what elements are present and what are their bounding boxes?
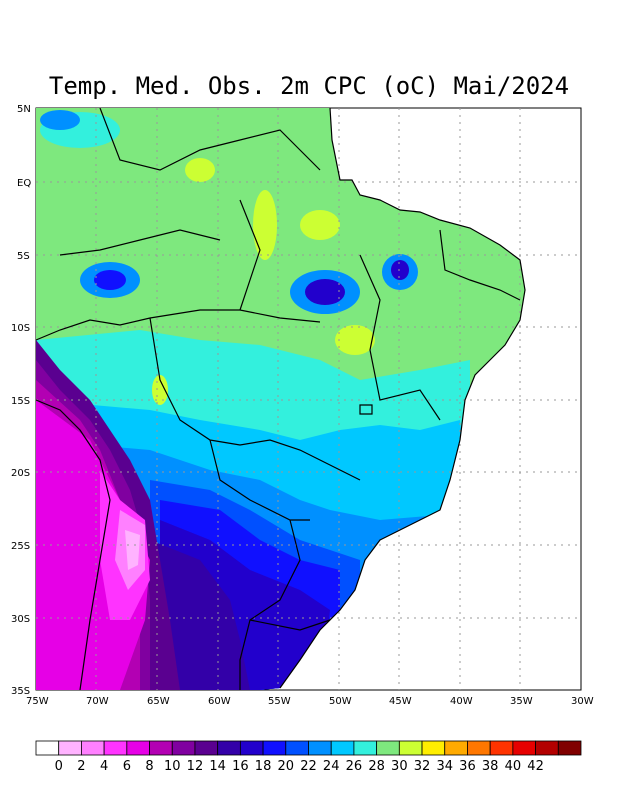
colorbar-tick-label: 22 xyxy=(300,759,317,774)
colorbar-swatch xyxy=(262,740,287,756)
colorbar-swatch xyxy=(194,740,219,756)
colorbar-swatch xyxy=(126,740,150,756)
colorbar-tick-label: 24 xyxy=(323,759,340,774)
lon-label-2: 65W xyxy=(147,696,170,707)
colorbar-tick-label: 42 xyxy=(527,759,544,774)
lat-label-4: 15S xyxy=(11,396,30,407)
colorbar-tick-label: 32 xyxy=(414,759,431,774)
colorbar-tick-label: 26 xyxy=(346,759,363,774)
lon-label-1: 70W xyxy=(86,696,109,707)
colorbar-swatch xyxy=(58,740,82,756)
colorbar-tick-label: 28 xyxy=(368,759,385,774)
colorbar-tick-label: 20 xyxy=(278,759,295,774)
colorbar-swatch xyxy=(421,740,446,756)
lat-label-6: 25S xyxy=(11,541,30,552)
lon-label-4: 55W xyxy=(268,696,291,707)
colorbar-swatch xyxy=(557,740,582,756)
lon-label-5: 50W xyxy=(329,696,352,707)
colorbar-swatch xyxy=(239,740,264,756)
colorbar-tick-label: 8 xyxy=(145,759,153,774)
lon-label-8: 35W xyxy=(510,696,533,707)
colorbar-tick-label: 16 xyxy=(232,759,249,774)
latitude-labels: 5N EQ 5S 10S 15S 20S 25S 30S 35S xyxy=(11,104,31,697)
colorbar-swatch xyxy=(308,740,332,756)
colorbar-tick-label: 6 xyxy=(123,759,131,774)
colorbar-tick-label: 0 xyxy=(55,759,63,774)
lat-label-5: 20S xyxy=(11,468,30,479)
colorbar-swatch xyxy=(285,740,309,756)
colorbar-swatch xyxy=(512,740,536,756)
colorbar-swatch xyxy=(149,740,173,756)
colorbar-tick-label: 34 xyxy=(436,759,453,774)
lon-label-3: 60W xyxy=(208,696,231,707)
colorbar-tick-label: 38 xyxy=(482,759,499,774)
lat-label-2: 5S xyxy=(17,251,30,262)
colorbar-tick-label: 36 xyxy=(459,759,476,774)
colorbar-swatch xyxy=(81,740,105,756)
colorbar-tick-label: 14 xyxy=(209,759,226,774)
colorbar-tick-label: 40 xyxy=(505,759,522,774)
colorbar-swatch xyxy=(330,740,355,756)
colorbar-swatch xyxy=(103,740,128,756)
colorbar-tick-label: 10 xyxy=(164,759,181,774)
colorbar-swatch xyxy=(376,740,400,756)
lon-label-0: 75W xyxy=(26,696,49,707)
colorbar-tick-label: 12 xyxy=(187,759,204,774)
colorbar-swatch xyxy=(467,740,491,756)
colorbar: 0 2 4 6 8 10 12 14 16 18 20 22 24 26 28 30 32 34 36 38 40 42 xyxy=(35,740,582,774)
colorbar-swatch xyxy=(489,740,514,756)
country-borders xyxy=(35,107,526,691)
colorbar-tick-label: 30 xyxy=(391,759,408,774)
colorbar-swatch xyxy=(444,740,468,756)
colorbar-swatch xyxy=(171,740,196,756)
colorbar-tick-label: 4 xyxy=(100,759,108,774)
colorbar-tick-label: 2 xyxy=(77,759,85,774)
colorbar-swatch xyxy=(217,740,241,756)
map-title: Temp. Med. Obs. 2m CPC (oC) Mai/2024 xyxy=(48,72,570,100)
longitude-labels: 75W 70W 65W 60W 55W 50W 45W 40W 35W 30W xyxy=(26,696,594,707)
lat-label-1: EQ xyxy=(17,178,31,189)
colorbar-swatch xyxy=(353,740,378,756)
lat-label-7: 30S xyxy=(11,614,30,625)
colorbar-swatch xyxy=(535,740,559,756)
lat-label-3: 10S xyxy=(11,323,30,334)
lon-label-9: 30W xyxy=(571,696,594,707)
colorbar-tick-label: 18 xyxy=(255,759,272,774)
lat-label-8: 35S xyxy=(11,686,30,697)
map-grid xyxy=(36,108,581,690)
colorbar-swatch xyxy=(35,740,60,756)
lon-label-6: 45W xyxy=(389,696,412,707)
lat-label-0: 5N xyxy=(17,104,31,115)
colorbar-swatch xyxy=(398,740,423,756)
lon-label-7: 40W xyxy=(450,696,473,707)
